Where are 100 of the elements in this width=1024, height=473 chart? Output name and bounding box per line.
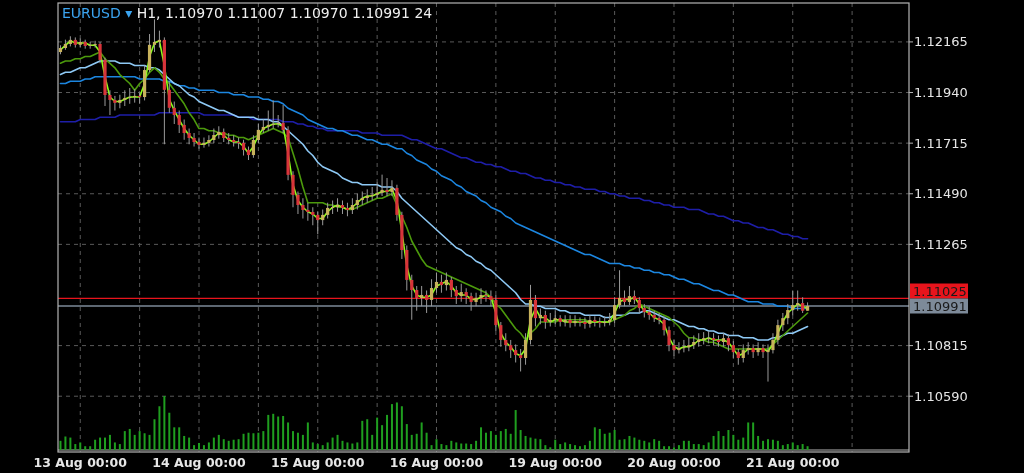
bar	[202, 445, 205, 450]
candlestick	[756, 341, 760, 357]
bar	[504, 428, 507, 450]
bar	[390, 404, 393, 450]
candlestick	[573, 314, 577, 327]
bar	[198, 442, 201, 450]
x-tick-label: 15 Aug 00:00	[271, 455, 365, 470]
bar	[529, 437, 532, 450]
candlestick	[251, 134, 256, 159]
bar	[430, 445, 433, 450]
bar	[618, 439, 621, 450]
candlestick	[385, 177, 389, 197]
x-tick-label: 13 Aug 00:00	[33, 455, 128, 470]
bar	[460, 443, 463, 450]
candlestick	[469, 292, 473, 312]
bar	[212, 437, 215, 450]
bar	[489, 431, 492, 450]
candlestick	[93, 40, 97, 49]
bar	[687, 440, 690, 450]
bar	[727, 430, 730, 450]
bar	[361, 420, 364, 450]
bar	[148, 434, 151, 450]
bar	[173, 427, 176, 450]
y-tick-label: 1.11490	[914, 186, 968, 202]
candlestick	[420, 285, 424, 307]
candlestick	[429, 278, 434, 307]
bar	[272, 413, 275, 450]
candlestick	[771, 332, 775, 354]
candlestick	[113, 95, 117, 112]
ref-line-label: 1.11025	[913, 283, 967, 299]
bar	[287, 422, 290, 450]
bar	[484, 432, 487, 450]
candlestick	[177, 110, 181, 134]
candlestick	[197, 137, 201, 150]
bar	[776, 440, 779, 450]
bar	[237, 439, 240, 450]
bar	[791, 442, 794, 450]
candlestick	[682, 339, 686, 353]
candlestick	[489, 289, 493, 307]
bar	[786, 444, 789, 450]
bar	[425, 432, 428, 450]
bar	[292, 431, 295, 450]
bar	[128, 428, 131, 450]
bar	[781, 445, 784, 450]
bar	[598, 428, 601, 450]
candlestick	[425, 289, 429, 314]
candlestick	[662, 315, 666, 336]
bar	[623, 439, 626, 450]
candlestick	[627, 285, 632, 306]
bar	[757, 435, 760, 450]
candlestick	[563, 314, 567, 327]
bar	[668, 446, 671, 450]
bar	[806, 446, 809, 450]
bar	[697, 444, 700, 450]
bar	[178, 427, 181, 450]
y-tick-label: 1.12165	[914, 34, 968, 50]
bar	[519, 430, 522, 450]
bar	[267, 414, 270, 450]
candlestick	[182, 119, 186, 141]
bar	[282, 415, 285, 450]
bar	[593, 427, 596, 450]
bar	[732, 434, 735, 450]
bar	[534, 438, 537, 450]
candlestick	[613, 296, 617, 324]
candlestick	[519, 348, 523, 372]
candlestick	[766, 343, 770, 383]
bar	[415, 433, 418, 450]
candlestick	[751, 343, 755, 359]
candlestick	[98, 41, 102, 64]
bar	[771, 439, 774, 450]
bar	[707, 442, 710, 450]
bar	[321, 445, 324, 450]
bar	[232, 439, 235, 450]
bar	[717, 431, 720, 450]
bar	[207, 442, 210, 450]
bar	[658, 440, 661, 450]
bar	[692, 444, 695, 450]
candlestick	[301, 197, 305, 219]
bar	[163, 396, 166, 450]
bar	[465, 443, 468, 450]
candlestick	[588, 314, 592, 329]
bar	[405, 424, 408, 450]
bar	[133, 434, 136, 450]
bar	[79, 442, 82, 450]
bar	[356, 442, 359, 450]
bar	[316, 444, 319, 450]
bar	[242, 433, 245, 450]
candlestick	[232, 134, 236, 148]
bar	[608, 432, 611, 450]
y-tick-label: 1.11715	[914, 135, 968, 151]
bar	[108, 434, 111, 450]
candlestick	[568, 314, 572, 329]
bar	[366, 419, 369, 450]
bar	[672, 447, 675, 450]
candlestick	[375, 182, 379, 199]
bar	[796, 445, 799, 450]
candlestick	[167, 80, 171, 114]
candlestick	[187, 128, 191, 145]
candlestick	[128, 87, 132, 105]
bar	[331, 437, 334, 450]
